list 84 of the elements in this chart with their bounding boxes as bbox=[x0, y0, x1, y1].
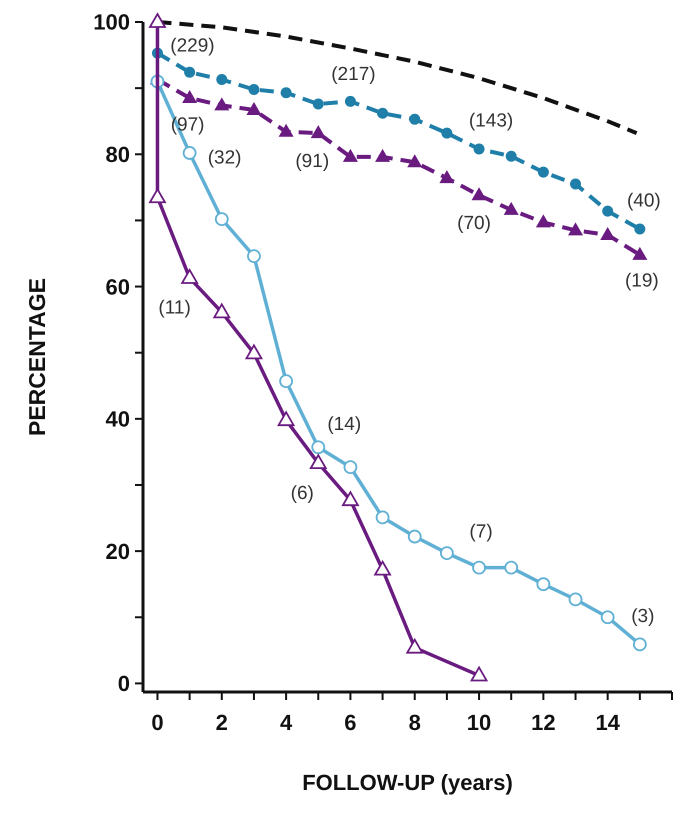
y-tick-label: 80 bbox=[106, 142, 130, 167]
point bbox=[344, 460, 358, 474]
point bbox=[377, 108, 388, 119]
point bbox=[470, 666, 488, 682]
x-axis-title: FOLLOW-UP (years) bbox=[302, 770, 513, 795]
point bbox=[472, 187, 487, 200]
annotation: (3) bbox=[631, 606, 654, 628]
point bbox=[181, 269, 198, 284]
y-axis-title: PERCENTAGE bbox=[24, 278, 50, 436]
point bbox=[342, 148, 358, 162]
point bbox=[568, 592, 582, 606]
x-tick-label: 6 bbox=[344, 710, 357, 735]
x-tick-label: 2 bbox=[216, 710, 228, 735]
x-tick-label: 14 bbox=[595, 710, 621, 735]
point bbox=[184, 66, 196, 78]
annotation: (6) bbox=[290, 482, 314, 504]
point bbox=[536, 577, 550, 592]
point bbox=[182, 146, 197, 160]
point bbox=[441, 128, 452, 139]
point bbox=[279, 374, 294, 388]
point bbox=[247, 249, 261, 264]
point bbox=[406, 638, 424, 654]
point bbox=[600, 610, 615, 624]
annotation: (11) bbox=[158, 298, 191, 319]
y-tick-label: 100 bbox=[93, 10, 130, 35]
point bbox=[374, 560, 391, 576]
x-tick-label: 10 bbox=[466, 710, 492, 735]
point bbox=[214, 97, 230, 110]
x-tick-label: 8 bbox=[408, 710, 421, 735]
point bbox=[409, 114, 420, 125]
point bbox=[342, 491, 359, 506]
annotation: (19) bbox=[624, 270, 659, 292]
point bbox=[634, 224, 646, 235]
annotation: (143) bbox=[468, 110, 514, 132]
x-tick-label: 4 bbox=[280, 710, 293, 735]
point bbox=[311, 440, 326, 454]
point bbox=[213, 303, 230, 318]
point bbox=[439, 170, 454, 184]
x-tick-label: 12 bbox=[531, 710, 556, 735]
point bbox=[407, 154, 422, 168]
point bbox=[632, 637, 647, 652]
annotation: (32) bbox=[208, 148, 242, 169]
point bbox=[474, 143, 485, 154]
point bbox=[504, 560, 518, 575]
x-tick-label: 0 bbox=[151, 710, 164, 735]
annotation: (91) bbox=[295, 150, 330, 172]
point bbox=[344, 96, 356, 107]
point bbox=[506, 150, 517, 162]
point bbox=[278, 124, 294, 137]
y-tick-label: 40 bbox=[106, 406, 130, 432]
point bbox=[214, 212, 229, 226]
point bbox=[376, 510, 390, 524]
annotation: (70) bbox=[457, 212, 491, 234]
point bbox=[570, 178, 582, 190]
annotation: (7) bbox=[469, 521, 493, 542]
point bbox=[632, 246, 648, 260]
point bbox=[149, 13, 166, 28]
point bbox=[182, 90, 198, 104]
point bbox=[536, 214, 551, 228]
point bbox=[310, 454, 327, 470]
y-tick-label: 60 bbox=[106, 274, 130, 300]
annotation: (229) bbox=[170, 36, 215, 57]
point bbox=[408, 530, 422, 544]
point bbox=[472, 560, 486, 575]
y-tick-label: 20 bbox=[106, 538, 130, 564]
point bbox=[216, 74, 228, 86]
point bbox=[278, 411, 295, 426]
point bbox=[568, 222, 584, 236]
point bbox=[246, 102, 262, 115]
point bbox=[312, 98, 324, 110]
point bbox=[248, 84, 260, 95]
y-tick-label: 0 bbox=[118, 671, 130, 696]
point bbox=[310, 125, 326, 138]
point bbox=[375, 148, 390, 162]
annotation: (40) bbox=[626, 190, 661, 212]
point bbox=[246, 344, 262, 360]
point bbox=[440, 546, 454, 560]
point bbox=[504, 202, 519, 215]
point bbox=[602, 206, 614, 217]
point bbox=[280, 87, 292, 98]
annotation: (217) bbox=[331, 64, 376, 86]
point bbox=[538, 166, 549, 178]
annotation: (14) bbox=[327, 414, 362, 435]
point bbox=[149, 188, 166, 204]
